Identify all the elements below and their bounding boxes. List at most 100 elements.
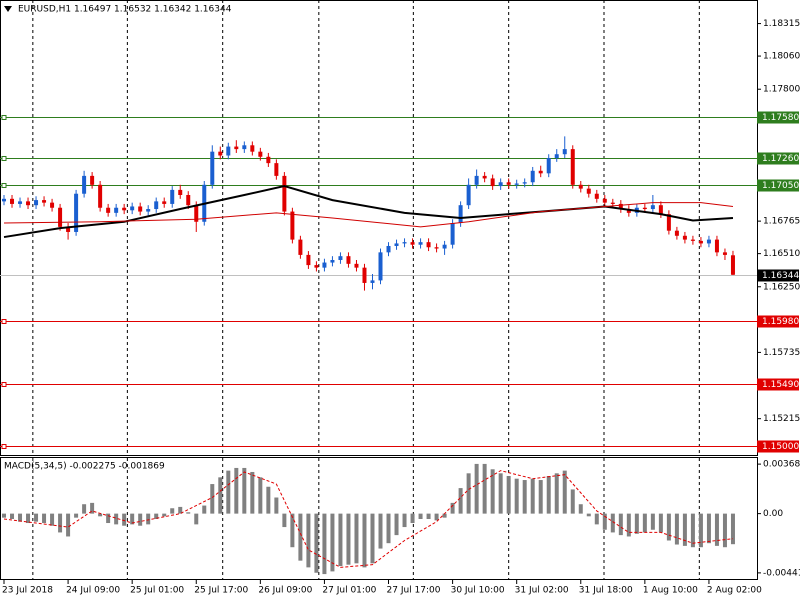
macd-bar bbox=[170, 508, 175, 514]
x-tick-label: 31 Jul 18:00 bbox=[579, 586, 633, 596]
level-label-box bbox=[757, 378, 799, 391]
macd-bar bbox=[90, 502, 95, 514]
level-label: 1.15000 bbox=[762, 442, 799, 452]
macd-bar bbox=[626, 513, 631, 537]
macd-bar bbox=[706, 513, 711, 544]
candle-body bbox=[74, 193, 79, 232]
candle-body bbox=[130, 206, 135, 211]
candle-body bbox=[506, 182, 511, 185]
macd-bar bbox=[306, 513, 311, 568]
chart-title: EURUSD,H1 1.16497 1.16532 1.16342 1.1634… bbox=[18, 5, 232, 15]
level-label: 1.15980 bbox=[762, 317, 799, 327]
macd-bar bbox=[282, 513, 287, 528]
macd-bar bbox=[442, 513, 447, 518]
y-tick-label: 1.16765 bbox=[763, 217, 800, 227]
y-tick-label: 1.16250 bbox=[763, 282, 800, 292]
x-tick-label: 27 Jul 01:00 bbox=[322, 586, 376, 596]
candle-body bbox=[450, 223, 455, 245]
candle-body bbox=[266, 156, 271, 164]
macd-bar bbox=[138, 513, 143, 526]
candle-body bbox=[338, 256, 343, 260]
macd-bar bbox=[58, 513, 63, 533]
level-anchor bbox=[1, 444, 7, 449]
price-pane bbox=[0, 0, 758, 456]
candle-body bbox=[594, 193, 599, 199]
candle-body bbox=[66, 226, 71, 232]
level-label-box bbox=[757, 152, 799, 165]
candle-body bbox=[242, 145, 247, 150]
candle-body bbox=[322, 262, 327, 268]
macd-bar bbox=[546, 476, 551, 514]
macd-bar bbox=[146, 513, 151, 525]
candle-body bbox=[154, 201, 159, 210]
macd-bar bbox=[178, 506, 183, 514]
macd-bar bbox=[114, 513, 119, 525]
candle-body bbox=[666, 214, 671, 231]
y-tick-label: 1.18060 bbox=[763, 52, 800, 62]
macd-bar bbox=[66, 513, 71, 537]
macd-bar bbox=[498, 473, 503, 514]
menu-arrow[interactable] bbox=[4, 6, 12, 12]
candle-body bbox=[122, 207, 127, 211]
candle-body bbox=[586, 188, 591, 194]
macd-bar bbox=[314, 513, 319, 573]
candle-body bbox=[578, 184, 583, 189]
macd-bar bbox=[554, 473, 559, 514]
candle-body bbox=[698, 240, 703, 244]
macd-bar bbox=[210, 484, 215, 514]
candle-body bbox=[706, 239, 711, 244]
macd-bar bbox=[594, 513, 599, 525]
macd-bar bbox=[410, 513, 415, 524]
macd-bar bbox=[610, 513, 615, 533]
macd-bar bbox=[602, 513, 607, 530]
macd-bar bbox=[258, 477, 263, 514]
candle-body bbox=[354, 263, 359, 268]
macd-bar bbox=[338, 513, 343, 567]
candle-body bbox=[370, 280, 375, 283]
macd-bar bbox=[234, 467, 239, 514]
y-tick-label: 1.15735 bbox=[763, 348, 800, 358]
macd-bar bbox=[226, 470, 231, 514]
macd-bar bbox=[298, 513, 303, 561]
macd-bar bbox=[514, 478, 519, 514]
x-tick-label: 25 Jul 17:00 bbox=[194, 586, 248, 596]
y-tick-label: 1.18315 bbox=[763, 19, 800, 29]
candle-body bbox=[386, 245, 391, 253]
candle-body bbox=[138, 206, 143, 212]
level-anchor bbox=[1, 115, 7, 120]
candle-body bbox=[514, 183, 519, 185]
macd-bar bbox=[474, 463, 479, 514]
indicator-title: MACD(5,34,5) -0.002275 -0.001869 bbox=[4, 462, 165, 472]
macd-bar bbox=[370, 513, 375, 564]
macd-bar bbox=[290, 513, 295, 548]
macd-bar bbox=[386, 513, 391, 544]
candle-body bbox=[722, 252, 727, 255]
macd-signal bbox=[3, 470, 734, 568]
y-tick-label: 0.003685 bbox=[763, 460, 800, 470]
macd-bar bbox=[202, 505, 207, 514]
candle-body bbox=[418, 242, 423, 245]
macd-bar bbox=[106, 513, 111, 524]
x-tick-label: 2 Aug 02:00 bbox=[707, 586, 762, 596]
level-label: 1.17580 bbox=[762, 113, 799, 123]
candle-body bbox=[658, 205, 663, 215]
candle-body bbox=[626, 209, 631, 213]
candle-body bbox=[298, 239, 303, 255]
candle-body bbox=[210, 151, 215, 185]
candle-body bbox=[522, 182, 527, 184]
candle-body bbox=[618, 203, 623, 210]
level-anchor bbox=[1, 319, 7, 324]
macd-bar bbox=[666, 513, 671, 541]
macd-bar bbox=[434, 513, 439, 521]
macd-bar bbox=[578, 504, 583, 514]
macd-bar bbox=[194, 513, 199, 525]
candle-body bbox=[642, 207, 647, 210]
candle-body bbox=[426, 242, 431, 248]
candle-body bbox=[178, 189, 183, 195]
macd-bar bbox=[634, 513, 639, 534]
macd-bar bbox=[74, 513, 79, 518]
candle-body bbox=[314, 265, 319, 268]
candle-body bbox=[674, 230, 679, 236]
candle-body bbox=[498, 182, 503, 187]
